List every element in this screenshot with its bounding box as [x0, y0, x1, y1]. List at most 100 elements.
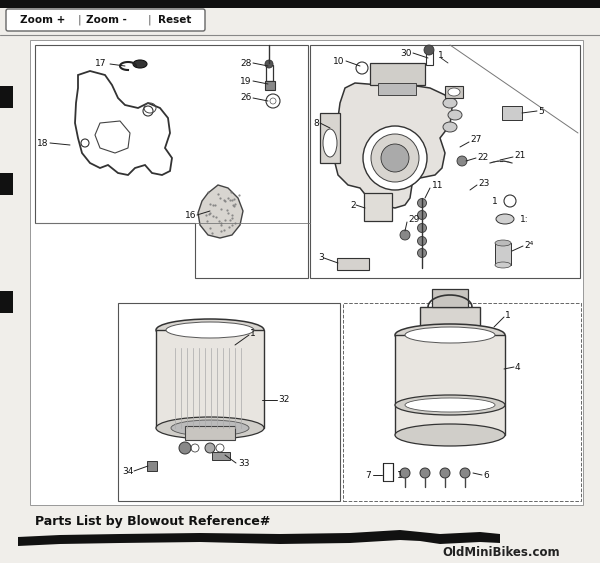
Bar — [395, 335, 505, 435]
Text: 1: 1 — [250, 328, 256, 337]
Bar — [432, 289, 468, 307]
Bar — [310, 45, 580, 278]
Text: |: | — [148, 15, 152, 25]
Ellipse shape — [448, 88, 460, 96]
Ellipse shape — [496, 214, 514, 224]
Text: Zoom -: Zoom - — [86, 15, 127, 25]
Bar — [445, 86, 463, 98]
Bar — [118, 303, 340, 501]
Circle shape — [205, 443, 215, 453]
Ellipse shape — [171, 420, 249, 436]
Polygon shape — [198, 185, 243, 238]
Circle shape — [440, 468, 450, 478]
Circle shape — [418, 236, 427, 245]
Text: 1:: 1: — [520, 215, 529, 224]
Text: Reset: Reset — [158, 15, 191, 25]
Circle shape — [420, 468, 430, 478]
Ellipse shape — [495, 262, 511, 268]
Text: 2⁴: 2⁴ — [524, 240, 533, 249]
Text: 1: 1 — [492, 196, 498, 205]
Ellipse shape — [443, 122, 457, 132]
Ellipse shape — [443, 98, 457, 108]
Text: 17: 17 — [95, 60, 107, 69]
Bar — [185, 426, 235, 440]
Text: 6: 6 — [483, 471, 489, 480]
Bar — [266, 65, 273, 81]
Circle shape — [381, 144, 409, 172]
Bar — [343, 303, 581, 501]
Bar — [426, 51, 433, 65]
Text: 18: 18 — [37, 138, 49, 148]
Ellipse shape — [395, 395, 505, 415]
Ellipse shape — [405, 327, 495, 343]
Bar — [0, 173, 13, 195]
Text: 28: 28 — [240, 59, 251, 68]
Text: 32: 32 — [278, 395, 289, 404]
Bar — [370, 63, 425, 85]
Text: 4: 4 — [515, 363, 521, 372]
Circle shape — [418, 211, 427, 220]
Text: 1: 1 — [505, 311, 511, 319]
Text: 5: 5 — [538, 106, 544, 115]
Text: Zoom +: Zoom + — [20, 15, 65, 25]
Ellipse shape — [133, 60, 147, 68]
Ellipse shape — [166, 322, 254, 338]
Circle shape — [265, 60, 273, 68]
Bar — [30, 40, 583, 505]
Text: 1: 1 — [438, 51, 444, 60]
Ellipse shape — [395, 324, 505, 346]
Text: 21: 21 — [514, 151, 526, 160]
Circle shape — [179, 442, 191, 454]
Bar — [502, 106, 522, 120]
Circle shape — [424, 45, 434, 55]
Ellipse shape — [405, 398, 495, 412]
Text: 23: 23 — [478, 178, 490, 187]
Bar — [383, 463, 393, 481]
Bar — [420, 307, 480, 327]
Circle shape — [400, 468, 410, 478]
Text: 22: 22 — [477, 153, 488, 162]
Text: 33: 33 — [238, 458, 250, 467]
Text: 19: 19 — [240, 77, 251, 86]
Text: 29: 29 — [408, 216, 419, 225]
Bar — [378, 83, 416, 95]
Bar — [495, 243, 511, 265]
Polygon shape — [335, 83, 452, 208]
Circle shape — [457, 156, 467, 166]
Bar — [0, 0, 600, 8]
Text: 1: 1 — [397, 471, 403, 480]
Ellipse shape — [156, 417, 264, 439]
Text: 16: 16 — [185, 211, 197, 220]
Bar — [364, 193, 392, 221]
Ellipse shape — [156, 319, 264, 341]
Bar — [320, 113, 340, 163]
Polygon shape — [35, 45, 308, 278]
Ellipse shape — [395, 424, 505, 446]
Bar — [147, 461, 157, 471]
Polygon shape — [18, 530, 500, 546]
Circle shape — [418, 224, 427, 233]
Circle shape — [371, 134, 419, 182]
Bar — [156, 330, 264, 428]
Text: 27: 27 — [470, 136, 481, 145]
Text: Parts List by Blowout Reference#: Parts List by Blowout Reference# — [35, 515, 271, 528]
FancyBboxPatch shape — [6, 9, 205, 31]
Bar — [265, 81, 275, 90]
Ellipse shape — [323, 129, 337, 157]
Text: |: | — [78, 15, 82, 25]
Text: 7: 7 — [365, 471, 371, 480]
Circle shape — [418, 199, 427, 208]
Circle shape — [400, 230, 410, 240]
Ellipse shape — [495, 240, 511, 246]
Circle shape — [460, 468, 470, 478]
Bar — [0, 86, 13, 108]
Text: 11: 11 — [432, 181, 443, 190]
Text: 26: 26 — [240, 93, 251, 102]
Bar — [212, 452, 230, 460]
Text: 3: 3 — [318, 253, 324, 262]
Circle shape — [363, 126, 427, 190]
Text: 2: 2 — [350, 200, 356, 209]
Ellipse shape — [448, 110, 462, 120]
Bar — [0, 291, 13, 313]
Text: 34: 34 — [122, 467, 133, 476]
